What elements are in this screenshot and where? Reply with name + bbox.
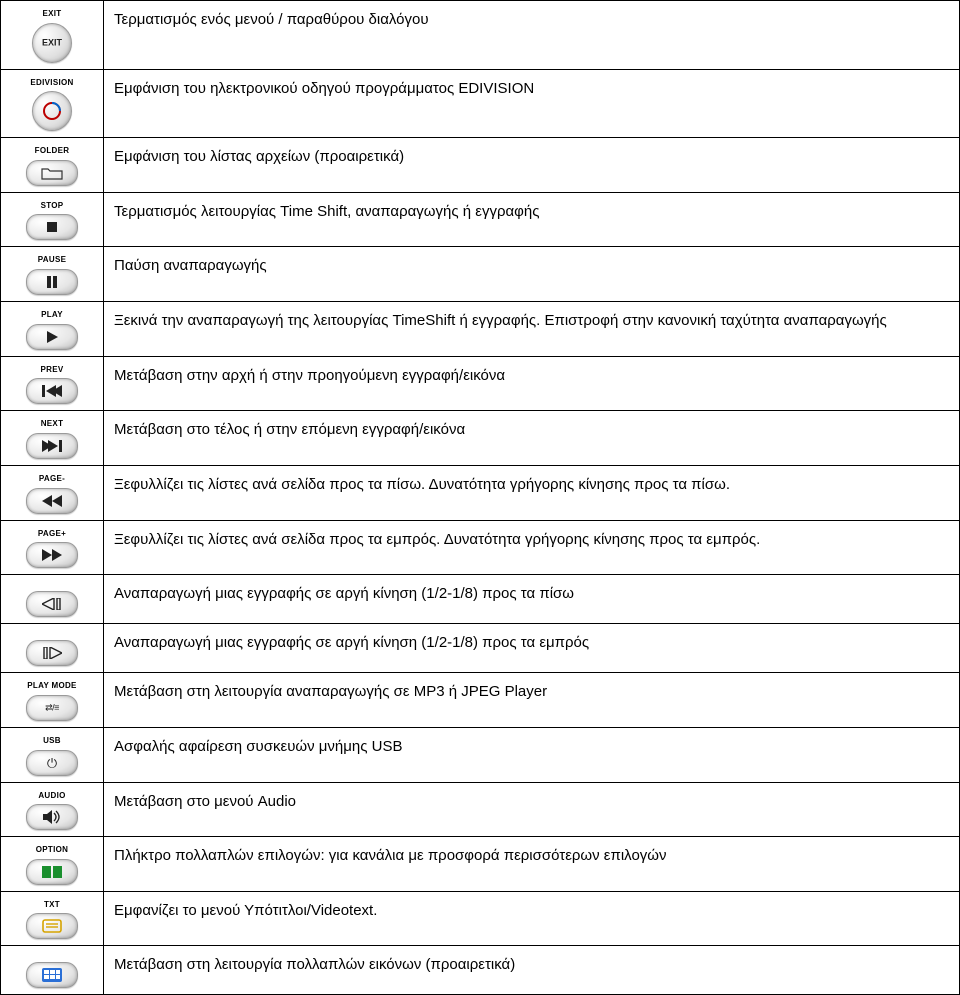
- button-description: Τερματισμός λειτουργίας Time Shift, αναπ…: [104, 192, 960, 247]
- remote-button[interactable]: [26, 488, 78, 514]
- button-description: Μετάβαση στο μενού Audio: [104, 782, 960, 837]
- button-cell: TXT: [1, 891, 104, 946]
- button-cell: [1, 946, 104, 995]
- remote-button[interactable]: [26, 591, 78, 617]
- button-description: Αναπαραγωγή μιας εγγραφής σε αργή κίνηση…: [104, 575, 960, 624]
- button-cell: PLAY: [1, 302, 104, 357]
- table-row: OPTION Πλήκτρο πολλαπλών επιλογών: για κα…: [1, 837, 960, 892]
- button-description: Μετάβαση στη λειτουργία αναπαραγωγής σε …: [104, 673, 960, 728]
- button-description: Μετάβαση στην αρχή ή στην προηγούμενη εγ…: [104, 356, 960, 411]
- button-description: Εμφανίζει το μενού Υπότιτλοι/Videotext.: [104, 891, 960, 946]
- button-label: PAGE+: [11, 527, 93, 541]
- button-cell: [1, 575, 104, 624]
- table-row: TXT Εμφανίζει το μενού Υπότιτλοι/Videotex…: [1, 891, 960, 946]
- remote-button[interactable]: EXIT: [32, 23, 72, 63]
- remote-button[interactable]: [26, 962, 78, 988]
- remote-button[interactable]: [32, 91, 72, 131]
- button-cell: STOP: [1, 192, 104, 247]
- remote-buttons-table: EXIT EXIT Τερματισμός ενός μενού / παραθύρ…: [0, 0, 960, 995]
- table-row: EXIT EXIT Τερματισμός ενός μενού / παραθύρ…: [1, 1, 960, 70]
- button-description: Μετάβαση στο τέλος ή στην επόμενη εγγραφ…: [104, 411, 960, 466]
- button-label: PAGE-: [11, 472, 93, 486]
- remote-button[interactable]: [26, 378, 78, 404]
- button-description: Ξεφυλλίζει τις λίστες ανά σελίδα προς τα…: [104, 465, 960, 520]
- button-description: Παύση αναπαραγωγής: [104, 247, 960, 302]
- button-cell: PAGE-: [1, 465, 104, 520]
- table-row: USB ⏻ Ασφαλής αφαίρεση συσκευών μνήμης USB: [1, 727, 960, 782]
- button-description: Ξεκινά την αναπαραγωγή της λειτουργίας T…: [104, 302, 960, 357]
- table-row: EDIVISION Εμφάνιση του ηλεκτρονικού οδηγο…: [1, 69, 960, 138]
- remote-button[interactable]: [26, 269, 78, 295]
- table-row: PREV Μετάβαση στην αρχή ή στην προηγούμεν…: [1, 356, 960, 411]
- button-cell: AUDIO: [1, 782, 104, 837]
- button-cell: OPTION: [1, 837, 104, 892]
- button-label: PLAY: [11, 308, 93, 322]
- button-label: TXT: [11, 898, 93, 912]
- button-description: Ξεφυλλίζει τις λίστες ανά σελίδα προς τα…: [104, 520, 960, 575]
- remote-button[interactable]: [26, 214, 78, 240]
- table-row: AUDIO Μετάβαση στο μενού Audio: [1, 782, 960, 837]
- button-description: Τερματισμός ενός μενού / παραθύρου διαλό…: [104, 1, 960, 70]
- remote-button[interactable]: [26, 542, 78, 568]
- button-label: USB: [11, 734, 93, 748]
- button-description: Εμφάνιση του λίστας αρχείων (προαιρετικά…: [104, 138, 960, 193]
- button-cell: PREV: [1, 356, 104, 411]
- table-row: FOLDER Εμφάνιση του λίστας αρχείων (προαι…: [1, 138, 960, 193]
- button-cell: PAGE+: [1, 520, 104, 575]
- button-cell: [1, 624, 104, 673]
- remote-button[interactable]: [26, 324, 78, 350]
- remote-button[interactable]: [26, 433, 78, 459]
- button-label: AUDIO: [11, 789, 93, 803]
- table-row: Μετάβαση στη λειτουργία πολλαπλών εικόνω…: [1, 946, 960, 995]
- remote-button[interactable]: ⏻: [26, 750, 78, 776]
- remote-button[interactable]: [26, 913, 78, 939]
- button-label: OPTION: [11, 843, 93, 857]
- button-label: EDIVISION: [11, 76, 93, 90]
- button-description: Αναπαραγωγή μιας εγγραφής σε αργή κίνηση…: [104, 624, 960, 673]
- button-cell: EXIT EXIT: [1, 1, 104, 70]
- remote-button[interactable]: ⇄/≡: [26, 695, 78, 721]
- remote-button[interactable]: [26, 640, 78, 666]
- remote-button[interactable]: [26, 160, 78, 186]
- table-row: STOP Τερματισμός λειτουργίας Time Shift, …: [1, 192, 960, 247]
- button-label: PLAY MODE: [11, 679, 93, 693]
- button-label: FOLDER: [11, 144, 93, 158]
- button-cell: PAUSE: [1, 247, 104, 302]
- button-description: Ασφαλής αφαίρεση συσκευών μνήμης USB: [104, 727, 960, 782]
- button-cell: EDIVISION: [1, 69, 104, 138]
- table-row: PAGE+ Ξεφυλλίζει τις λίστες ανά σελίδα πρ…: [1, 520, 960, 575]
- table-row: PLAY Ξεκινά την αναπαραγωγή της λειτουργί…: [1, 302, 960, 357]
- table-row: PLAY MODE ⇄/≡ Μετάβαση στη λειτουργία αναπ…: [1, 673, 960, 728]
- table-row: PAUSE Παύση αναπαραγωγής: [1, 247, 960, 302]
- button-cell: USB ⏻: [1, 727, 104, 782]
- button-description: Εμφάνιση του ηλεκτρονικού οδηγού προγράμ…: [104, 69, 960, 138]
- remote-button[interactable]: [26, 804, 78, 830]
- button-cell: NEXT: [1, 411, 104, 466]
- button-cell: FOLDER: [1, 138, 104, 193]
- table-row: Αναπαραγωγή μιας εγγραφής σε αργή κίνηση…: [1, 575, 960, 624]
- button-description: Μετάβαση στη λειτουργία πολλαπλών εικόνω…: [104, 946, 960, 995]
- table-row: PAGE- Ξεφυλλίζει τις λίστες ανά σελίδα πρ…: [1, 465, 960, 520]
- button-label: STOP: [11, 199, 93, 213]
- button-label: EXIT: [11, 7, 93, 21]
- button-label: NEXT: [11, 417, 93, 431]
- button-label: PREV: [11, 363, 93, 377]
- button-label: PAUSE: [11, 253, 93, 267]
- button-description: Πλήκτρο πολλαπλών επιλογών: για κανάλια …: [104, 837, 960, 892]
- table-row: NEXT Μετάβαση στο τέλος ή στην επόμενη εγ…: [1, 411, 960, 466]
- button-cell: PLAY MODE ⇄/≡: [1, 673, 104, 728]
- table-row: Αναπαραγωγή μιας εγγραφής σε αργή κίνηση…: [1, 624, 960, 673]
- remote-button[interactable]: [26, 859, 78, 885]
